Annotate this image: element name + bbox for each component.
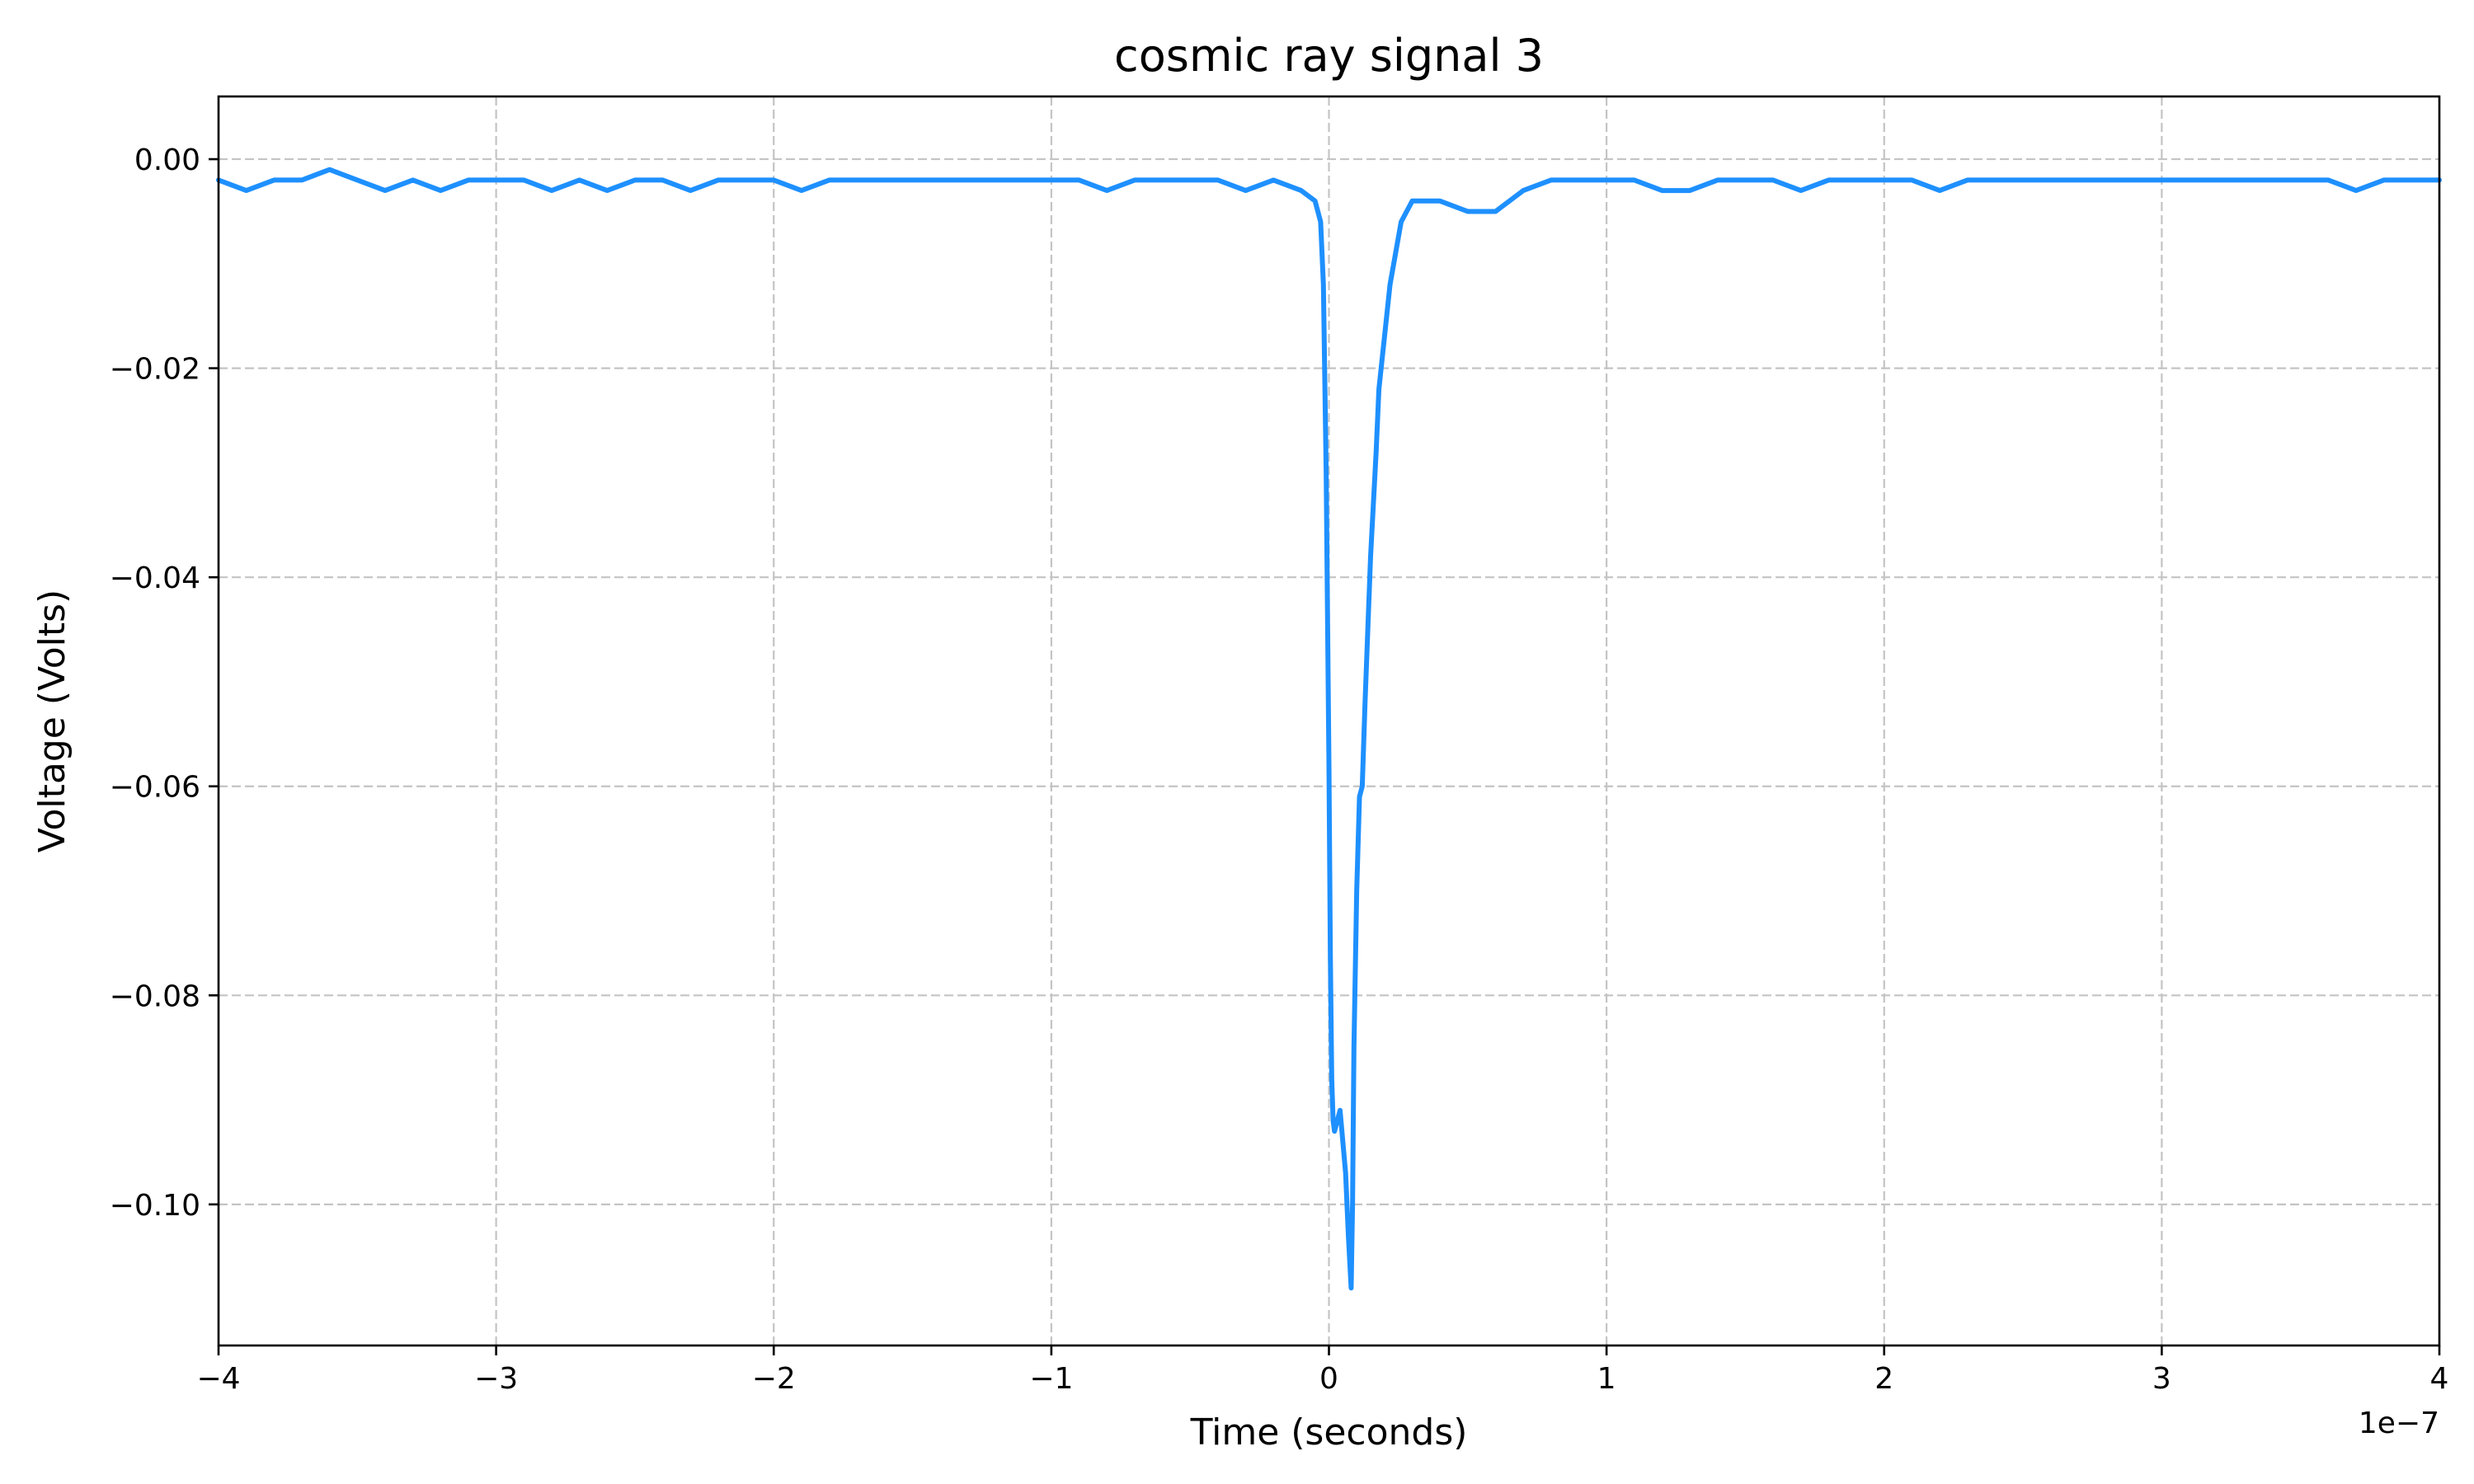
series-layer xyxy=(216,167,2442,1291)
x-tick-label: 4 xyxy=(2430,1362,2449,1396)
signal-line xyxy=(216,167,2442,1291)
ticks: −4 −3 −2 −1 0 1 2 3 4 0.00 −0.02 −0.04 −0.06 −0.08 −0.… xyxy=(110,143,2449,1396)
x-axis-label: Time (seconds) xyxy=(1190,1411,1468,1453)
chart-title: cosmic ray signal 3 xyxy=(1114,30,1544,82)
y-tick-label: −0.06 xyxy=(110,771,200,805)
y-tick-label: 0.00 xyxy=(134,143,200,177)
y-tick-label: −0.04 xyxy=(110,561,200,595)
x-tick-label: 1 xyxy=(1597,1362,1616,1396)
x-tick-label: 2 xyxy=(1874,1362,1893,1396)
x-axis-offset-label: 1e−7 xyxy=(2359,1407,2439,1440)
y-tick-label: −0.08 xyxy=(110,979,200,1013)
y-tick-label: −0.10 xyxy=(110,1189,200,1223)
x-tick-label: −2 xyxy=(752,1362,796,1396)
x-tick-label: −1 xyxy=(1029,1362,1073,1396)
y-axis-label: Voltage (Volts) xyxy=(31,589,73,852)
x-tick-label: −4 xyxy=(196,1362,240,1396)
x-tick-label: −3 xyxy=(474,1362,518,1396)
x-tick-label: 3 xyxy=(2152,1362,2171,1396)
y-tick-label: −0.02 xyxy=(110,353,200,387)
x-tick-label: 0 xyxy=(1319,1362,1338,1396)
